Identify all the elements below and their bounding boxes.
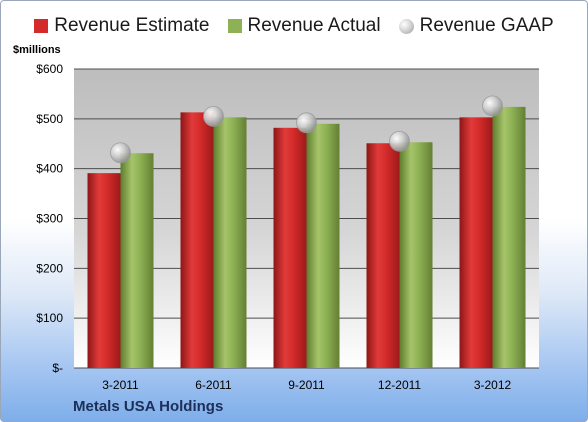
revenue-actual-bar xyxy=(213,117,247,368)
gaap-markers xyxy=(110,95,503,164)
y-axis-label: $millions xyxy=(13,44,61,56)
revenue-gaap-marker xyxy=(296,112,317,134)
revenue-estimate-bar xyxy=(273,127,307,368)
y-tick-labels: $- $100 $200 $300 $400 $500 $600 xyxy=(36,62,63,375)
bars xyxy=(87,106,526,368)
legend-item-revenue-estimate: Revenue Estimate xyxy=(34,15,210,37)
revenue-actual-bar xyxy=(306,123,340,368)
revenue-actual-bar xyxy=(120,153,154,368)
revenue-gaap-marker xyxy=(203,105,224,127)
legend-swatch-revenue-gaap xyxy=(398,18,414,34)
y-tick-label: $200 xyxy=(36,261,63,275)
legend-item-revenue-actual: Revenue Actual xyxy=(227,15,381,37)
legend-swatch-revenue-estimate xyxy=(34,19,49,33)
revenue-estimate-bar xyxy=(180,112,214,368)
x-tick-label: 9-2011 xyxy=(288,378,325,392)
revenue-estimate-bar xyxy=(87,173,121,368)
y-tick-label: $600 xyxy=(36,62,63,76)
x-tick-labels: 3-2011 6-2011 9-2011 12-2011 3-2012 xyxy=(102,378,511,392)
revenue-estimate-bar xyxy=(459,117,493,368)
y-tick-label: $400 xyxy=(36,162,63,176)
y-tick-label: $- xyxy=(52,361,63,375)
y-tick-label: $500 xyxy=(36,112,63,126)
legend: Revenue Estimate Revenue Actual Revenue … xyxy=(1,15,587,37)
revenue-gaap-marker xyxy=(110,142,131,164)
x-tick-label: 12-2011 xyxy=(378,378,421,392)
legend-label-revenue-estimate: Revenue Estimate xyxy=(54,15,210,36)
revenue-gaap-marker xyxy=(482,95,503,117)
company-name: Metals USA Holdings xyxy=(73,398,224,415)
revenue-estimate-bar xyxy=(366,143,400,368)
y-tick-label: $300 xyxy=(36,212,63,226)
legend-label-revenue-gaap: Revenue GAAP xyxy=(419,15,554,36)
legend-swatch-revenue-actual xyxy=(227,19,242,33)
legend-item-revenue-gaap: Revenue GAAP xyxy=(398,15,554,37)
revenue-actual-bar xyxy=(399,142,433,368)
x-tick-label: 6-2011 xyxy=(195,378,232,392)
revenue-gaap-marker xyxy=(389,130,410,152)
x-tick-label: 3-2011 xyxy=(102,378,139,392)
legend-label-revenue-actual: Revenue Actual xyxy=(247,15,381,36)
revenue-actual-bar xyxy=(492,106,526,368)
y-tick-label: $100 xyxy=(36,311,63,325)
x-tick-label: 3-2012 xyxy=(474,378,512,392)
